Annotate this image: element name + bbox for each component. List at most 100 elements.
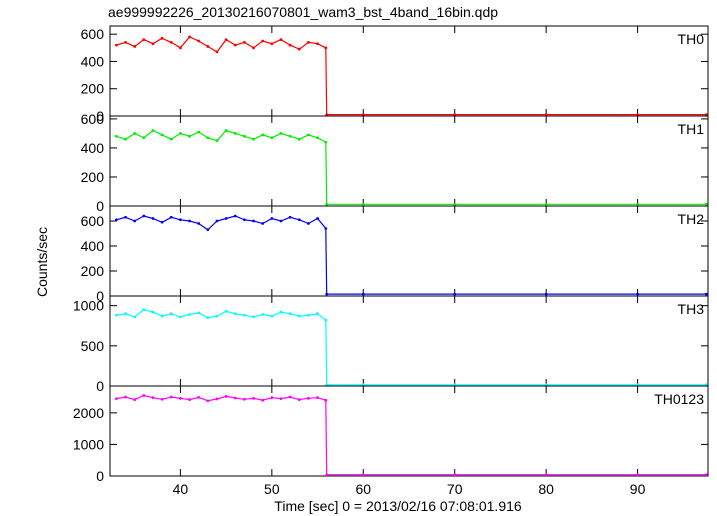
data-point [288, 134, 292, 138]
data-point [316, 217, 319, 220]
data-point [124, 215, 127, 219]
panel-label: TH3 [678, 301, 705, 317]
data-point [243, 313, 246, 317]
data-point [133, 398, 137, 401]
data-point [270, 396, 274, 400]
data-point [124, 137, 127, 141]
x-tick-label: 90 [630, 481, 646, 497]
y-tick-label: 0 [96, 468, 104, 484]
data-point [169, 312, 173, 316]
y-tick-label: 500 [81, 338, 105, 354]
data-point [188, 398, 191, 401]
data-point [544, 292, 548, 296]
data-point [361, 113, 365, 117]
panel-th0: 0 200 400 600 TH0 [81, 25, 709, 124]
panel-frame [109, 205, 709, 297]
data-point [215, 219, 219, 223]
data-point [243, 40, 246, 44]
panel-label: TH2 [678, 211, 705, 227]
data-point [133, 45, 137, 48]
data-point [169, 395, 173, 399]
data-point [636, 113, 639, 117]
data-point [215, 314, 219, 318]
data-point [279, 132, 283, 135]
data-point [288, 215, 292, 219]
data-point [704, 202, 708, 206]
data-point [288, 43, 292, 47]
series-line [116, 215, 707, 295]
y-tick-label: 400 [81, 53, 105, 69]
data-point [297, 47, 301, 51]
data-point [179, 396, 182, 400]
data-point [115, 218, 118, 222]
data-point [279, 397, 283, 401]
data-point [243, 397, 246, 401]
data-point [544, 473, 548, 477]
x-axis-label: Time [sec] 0 = 2013/02/16 07:08:01.916 [274, 498, 522, 514]
data-point [115, 313, 118, 317]
data-point [188, 219, 191, 223]
data-point [453, 113, 457, 117]
data-point [142, 394, 146, 397]
data-point [307, 222, 310, 225]
data-point [544, 202, 548, 206]
data-point [252, 219, 255, 223]
y-tick-label: 400 [81, 140, 105, 156]
x-tick-label: 70 [447, 481, 463, 497]
data-point [361, 473, 365, 477]
data-point [197, 222, 201, 225]
data-point [297, 398, 301, 401]
data-point [307, 133, 310, 137]
data-point [261, 398, 265, 402]
data-point [325, 292, 329, 296]
y-tick-label: 200 [81, 81, 105, 97]
panel-th2: 0 200 400 600 TH2 [81, 205, 709, 304]
series-line [116, 36, 707, 116]
data-point [224, 217, 228, 220]
data-point [325, 113, 329, 117]
panel-frame [109, 115, 709, 207]
panel-frame [109, 295, 709, 387]
data-point [233, 43, 237, 47]
data-point [206, 136, 210, 140]
data-point [179, 218, 182, 222]
data-point [324, 140, 328, 144]
panel-label: TH0 [678, 31, 705, 47]
y-tick-label: 0 [96, 378, 104, 394]
data-point [179, 46, 182, 50]
data-point [270, 217, 274, 220]
data-point [261, 222, 265, 225]
data-point [197, 311, 201, 315]
series-line [116, 394, 707, 476]
panel-frame [109, 385, 709, 477]
panel-th1: 0 200 400 600 TH1 [81, 111, 709, 214]
data-point [544, 383, 548, 387]
x-tick-label: 50 [264, 481, 280, 497]
data-point [124, 395, 127, 399]
data-point [224, 309, 228, 313]
data-point [115, 43, 118, 47]
data-point [215, 50, 219, 54]
y-tick-label: 200 [81, 263, 105, 279]
data-point [316, 136, 319, 140]
data-point [325, 202, 329, 206]
data-point [142, 308, 146, 312]
data-point [151, 42, 155, 46]
data-point [288, 395, 292, 399]
y-axis-label: Counts/sec [34, 227, 50, 297]
data-point [160, 220, 164, 224]
y-tick-label: 600 [81, 26, 105, 42]
panel-label: TH1 [678, 121, 705, 137]
data-point [288, 312, 292, 316]
panel-frame [109, 25, 709, 117]
data-point [252, 396, 255, 400]
data-point [197, 39, 201, 43]
data-point [324, 227, 328, 230]
data-point [169, 215, 173, 219]
data-point [142, 214, 146, 218]
data-point [151, 396, 155, 400]
data-point [252, 46, 255, 50]
data-point [270, 314, 274, 318]
data-point [279, 219, 283, 223]
